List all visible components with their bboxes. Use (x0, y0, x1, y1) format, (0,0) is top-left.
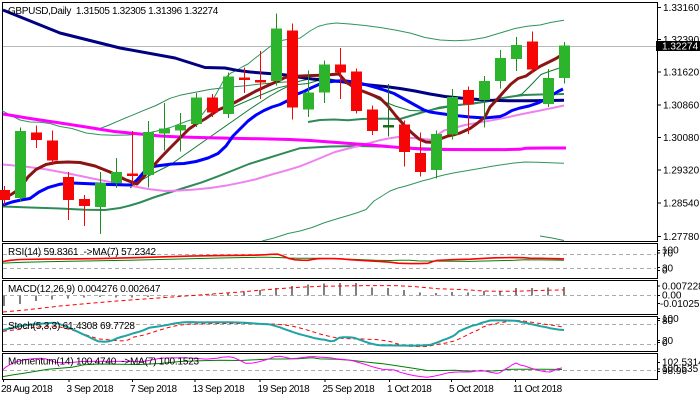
svg-text:11 Oct 2018: 11 Oct 2018 (513, 384, 563, 395)
svg-text:70: 70 (662, 249, 674, 260)
svg-text:0: 0 (662, 266, 668, 277)
svg-text:80: 80 (662, 316, 674, 327)
svg-text:7 Sep 2018: 7 Sep 2018 (130, 384, 178, 395)
svg-text:1.27780: 1.27780 (663, 232, 700, 243)
svg-text:100: 100 (662, 246, 679, 257)
svg-text:1.32274: 1.32274 (662, 42, 699, 53)
svg-text:13 Sep 2018: 13 Sep 2018 (193, 384, 246, 395)
svg-text:3 Sep 2018: 3 Sep 2018 (67, 384, 115, 395)
svg-text:19 Sep 2018: 19 Sep 2018 (258, 384, 311, 395)
svg-text:1 Oct 2018: 1 Oct 2018 (387, 384, 432, 395)
svg-text:-0.010256: -0.010256 (660, 299, 700, 310)
svg-text:5 Oct 2018: 5 Oct 2018 (449, 384, 494, 395)
svg-text:25 Sep 2018: 25 Sep 2018 (323, 384, 376, 395)
svg-text:0: 0 (662, 338, 668, 349)
svg-text:100.535: 100.535 (662, 364, 699, 375)
svg-text:1.30860: 1.30860 (663, 101, 700, 112)
svg-text:GBPUSD,Daily 1.31505 1.32305: GBPUSD,Daily 1.31505 1.32305 1.31396 1.3… (8, 6, 219, 17)
svg-text:Momentum(14) 100.4740 ->MA(7): Momentum(14) 100.4740 ->MA(7) 100.1523 (8, 356, 200, 367)
svg-text:RSI(14) 59.8361 ->MA(7) 57.23: RSI(14) 59.8361 ->MA(7) 57.2342 (8, 247, 156, 258)
svg-text:30: 30 (662, 263, 674, 274)
svg-text:100: 100 (662, 314, 679, 325)
svg-text:1.30080: 1.30080 (663, 133, 700, 144)
svg-text:Stoch(5,3,3) 61.4308 69.7728: Stoch(5,3,3) 61.4308 69.7728 (8, 321, 135, 332)
svg-text:1.31620: 1.31620 (663, 68, 700, 79)
svg-text:98.96: 98.96 (662, 366, 687, 377)
svg-text:20: 20 (662, 336, 674, 347)
svg-text:1.29320: 1.29320 (663, 166, 700, 177)
svg-text:0.00: 0.00 (662, 290, 682, 301)
svg-text:1.33160: 1.33160 (663, 3, 700, 14)
svg-text:102.5314: 102.5314 (662, 357, 700, 368)
svg-text:28 Aug 2018: 28 Aug 2018 (1, 384, 53, 395)
svg-text:0.007228: 0.007228 (662, 281, 700, 292)
svg-text:1.28540: 1.28540 (663, 199, 700, 210)
svg-text:1.32390: 1.32390 (663, 35, 700, 46)
svg-text:MACD(12,26,9) 0.004276 0.00264: MACD(12,26,9) 0.004276 0.002647 (8, 284, 161, 295)
